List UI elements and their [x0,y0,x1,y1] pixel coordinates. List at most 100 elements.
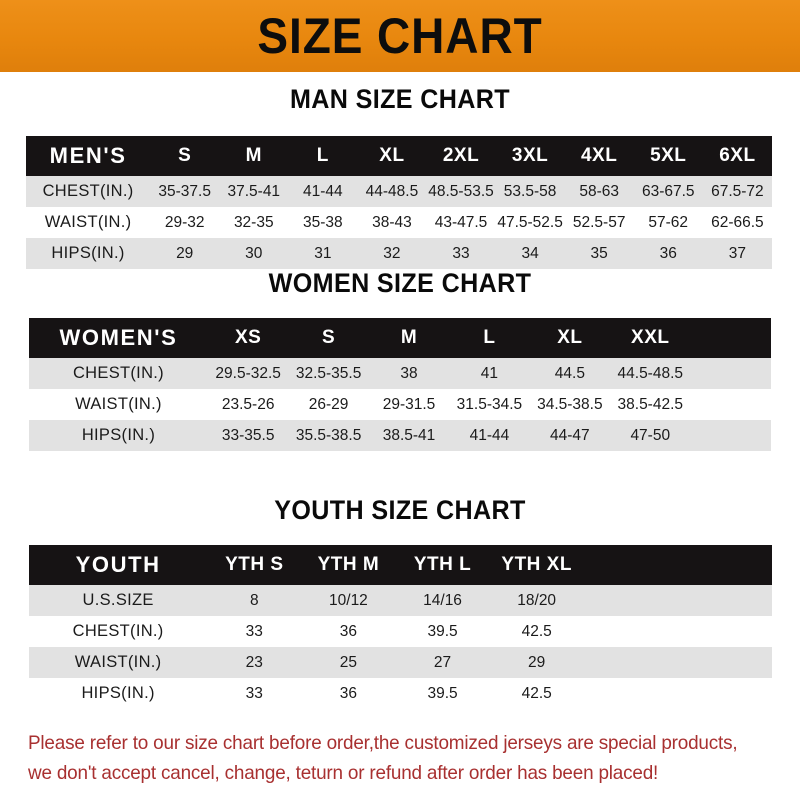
table-cell: 33 [426,238,496,269]
table-cell: 44.5 [529,358,611,389]
table-cell: 33-35.5 [207,420,289,451]
table-row: HIPS(IN.) 33-35.5 35.5-38.5 38.5-41 41-44 44-… [29,420,771,451]
table-cell: 57-62 [633,207,703,238]
table-cell: 44-48.5 [357,176,427,207]
table-cell: 23 [207,647,302,678]
women-column-header: XS [207,318,289,358]
table-cell: 58-63 [564,176,634,207]
table-cell: 34 [495,238,565,269]
youth-row-label: WAIST(IN.) [29,647,208,678]
table-row: CHEST(IN.) 29.5-32.5 32.5-35.5 38 41 44.5 44.5… [29,358,771,389]
disclaimer-line-1: Please refer to our size chart before or… [28,732,738,754]
men-row-label: WAIST(IN.) [26,207,151,238]
table-cell: 35.5-38.5 [288,420,369,451]
table-cell: 41 [449,358,530,389]
table-cell: 29-31.5 [368,389,450,420]
table-cell: 38 [368,358,450,389]
table-cell: 38.5-42.5 [610,389,691,420]
table-cell: 29 [150,238,220,269]
table-cell: 18/20 [489,585,584,616]
table-cell: 62-66.5 [702,207,772,238]
table-cell: 14/16 [395,585,490,616]
men-row-label: CHEST(IN.) [26,176,151,207]
table-row: CHEST(IN.) 33 36 39.5 42.5 [29,616,772,647]
women-row-label: HIPS(IN.) [29,420,208,451]
men-column-header: 5XL [633,136,703,176]
table-cell: 36 [301,616,396,647]
table-cell-empty [583,616,678,647]
youth-row-label: CHEST(IN.) [29,616,208,647]
table-cell-empty [583,585,678,616]
women-column-header: L [449,318,530,358]
table-cell: 31.5-34.5 [449,389,530,420]
men-row-label: HIPS(IN.) [26,238,151,269]
youth-size-table: YOUTH YTH S YTH M YTH L YTH XL U.S.SIZE 8 10/12… [29,545,772,709]
table-row: WAIST(IN.) 23 25 27 29 [29,647,772,678]
men-column-header: S [150,136,220,176]
disclaimer: Please refer to our size chart before or… [28,728,756,788]
youth-section-title: YOUTH SIZE CHART [274,495,526,525]
youth-column-header: YTH S [207,545,302,585]
women-section-title: WOMEN SIZE CHART [268,268,532,298]
men-column-header: M [219,136,289,176]
men-column-header: L [288,136,358,176]
women-column-header: S [288,318,369,358]
table-row: HIPS(IN.) 29 30 31 32 33 34 35 36 37 [26,238,772,269]
table-cell-empty [677,616,772,647]
youth-column-header-empty [677,545,772,585]
women-row-label: WAIST(IN.) [29,389,208,420]
table-cell-empty [583,678,678,709]
table-row: WAIST(IN.) 23.5-26 26-29 29-31.5 31.5-34.5 34… [29,389,771,420]
table-cell: 38.5-41 [368,420,450,451]
table-cell-empty [677,678,772,709]
table-cell: 42.5 [489,678,584,709]
men-size-table: MEN'S S M L XL 2XL 3XL 4XL 5XL 6XL CHEST(IN.) 35-37… [26,136,772,269]
table-cell: 31 [288,238,358,269]
table-row: U.S.SIZE 8 10/12 14/16 18/20 [29,585,772,616]
women-row-label: CHEST(IN.) [29,358,208,389]
youth-row-label: HIPS(IN.) [29,678,208,709]
women-column-header: XL [529,318,611,358]
table-cell: 32.5-35.5 [288,358,369,389]
table-cell: 41-44 [288,176,358,207]
table-cell: 33 [207,616,302,647]
men-column-header: 2XL [426,136,496,176]
women-column-header: XXL [610,318,691,358]
men-column-header: 6XL [702,136,772,176]
men-column-header: XL [357,136,427,176]
youth-column-header: YTH L [395,545,490,585]
men-section-title: MAN SIZE CHART [289,84,511,114]
men-column-header: 4XL [564,136,634,176]
youth-row-label: U.S.SIZE [29,585,208,616]
table-row: CHEST(IN.) 35-37.5 37.5-41 41-44 44-48.5 48.5… [26,176,772,207]
youth-column-header: YTH XL [489,545,584,585]
table-cell: 29-32 [150,207,220,238]
table-cell: 38-43 [357,207,427,238]
table-cell: 25 [301,647,396,678]
table-cell: 48.5-53.5 [426,176,496,207]
table-cell-empty [677,585,772,616]
table-row: WAIST(IN.) 29-32 32-35 35-38 38-43 43-47.5 47.… [26,207,772,238]
table-cell: 63-67.5 [633,176,703,207]
women-header-row: WOMEN'S XS S M L XL XXL [29,318,771,358]
table-cell: 39.5 [395,616,490,647]
table-cell: 8 [207,585,302,616]
table-cell: 29.5-32.5 [207,358,289,389]
table-cell: 67.5-72 [702,176,772,207]
women-row-label-header: WOMEN'S [29,318,208,358]
banner-title: SIZE CHART [257,8,543,64]
men-row-label-header: MEN'S [26,136,151,176]
table-cell: 36 [301,678,396,709]
table-cell: 47.5-52.5 [495,207,565,238]
youth-header-row: YOUTH YTH S YTH M YTH L YTH XL [29,545,772,585]
table-cell: 35-38 [288,207,358,238]
banner: SIZE CHART [0,0,800,72]
table-cell-empty [690,420,771,451]
table-cell: 44.5-48.5 [610,358,691,389]
table-cell-empty [690,358,771,389]
table-cell: 35 [564,238,634,269]
men-column-header: 3XL [495,136,565,176]
table-cell: 32-35 [219,207,289,238]
youth-column-header-empty [583,545,678,585]
youth-column-header: YTH M [301,545,396,585]
